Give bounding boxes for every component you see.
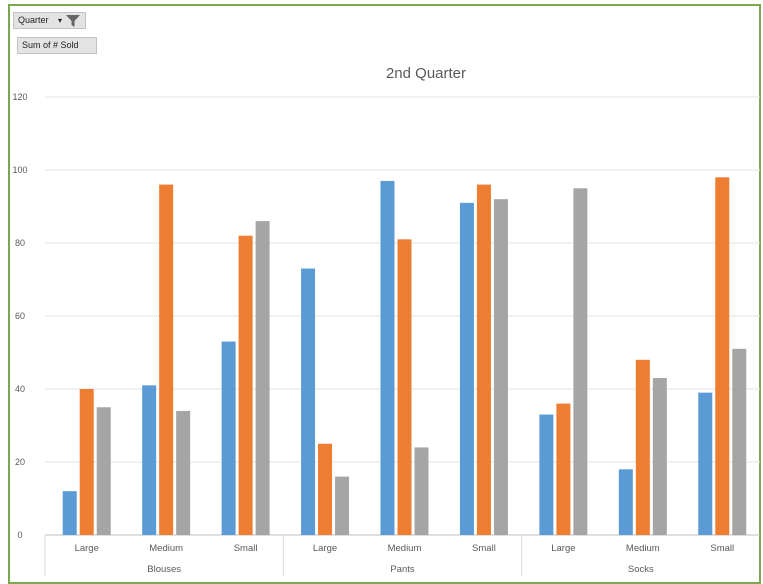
bar-blouses-small-s1[interactable] xyxy=(221,341,236,535)
bar-socks-medium-s3[interactable] xyxy=(652,378,667,535)
bar-pants-small-s2[interactable] xyxy=(476,184,491,535)
category-label: Medium xyxy=(626,543,660,554)
filter-icon xyxy=(66,15,80,27)
value-field-label: Sum of # Sold xyxy=(22,40,79,50)
group-label: Pants xyxy=(390,564,415,575)
bar-socks-medium-s2[interactable] xyxy=(635,359,650,535)
bar-pants-small-s3[interactable] xyxy=(493,199,508,535)
bar-pants-small-s1[interactable] xyxy=(459,202,474,535)
category-label: Medium xyxy=(388,543,422,554)
bar-socks-medium-s1[interactable] xyxy=(618,469,633,535)
bar-blouses-small-s2[interactable] xyxy=(238,235,253,535)
bar-pants-large-s3[interactable] xyxy=(335,476,350,535)
category-label: Small xyxy=(472,543,496,554)
y-tick-label: 120 xyxy=(12,92,27,102)
value-field-button[interactable]: Sum of # Sold xyxy=(17,37,97,54)
bar-socks-large-s2[interactable] xyxy=(556,403,571,535)
category-label: Large xyxy=(551,543,575,554)
bar-socks-large-s3[interactable] xyxy=(573,188,588,535)
bar-blouses-large-s2[interactable] xyxy=(79,389,94,535)
bar-pants-medium-s3[interactable] xyxy=(414,447,429,535)
bar-pants-medium-s2[interactable] xyxy=(397,239,412,535)
y-tick-label: 20 xyxy=(15,457,25,467)
y-tick-label: 40 xyxy=(15,384,25,394)
category-label: Medium xyxy=(149,543,183,554)
y-tick-label: 100 xyxy=(12,165,27,175)
bar-blouses-large-s1[interactable] xyxy=(62,491,77,535)
bar-pants-large-s1[interactable] xyxy=(301,268,316,535)
y-tick-label: 80 xyxy=(15,238,25,248)
bar-socks-large-s1[interactable] xyxy=(539,414,554,535)
bar-blouses-medium-s1[interactable] xyxy=(142,385,157,535)
dropdown-arrow-icon: ▾ xyxy=(58,16,63,25)
chart-title: 2nd Quarter xyxy=(386,65,466,82)
bar-socks-small-s1[interactable] xyxy=(698,392,713,535)
group-label: Blouses xyxy=(147,564,181,575)
bar-blouses-small-s3[interactable] xyxy=(255,221,270,535)
category-label: Large xyxy=(75,543,99,554)
group-label: Socks xyxy=(628,564,654,575)
bar-socks-small-s2[interactable] xyxy=(715,177,730,536)
category-label: Large xyxy=(313,543,337,554)
y-tick-label: 0 xyxy=(17,530,22,540)
filter-field-label: Quarter xyxy=(18,15,49,25)
category-label: Small xyxy=(234,543,258,554)
bar-blouses-medium-s3[interactable] xyxy=(176,410,191,535)
bar-blouses-large-s3[interactable] xyxy=(96,407,111,535)
bar-pants-medium-s1[interactable] xyxy=(380,180,395,535)
bar-blouses-medium-s2[interactable] xyxy=(159,184,174,535)
category-label: Small xyxy=(710,543,734,554)
y-tick-label: 60 xyxy=(15,311,25,321)
quarter-filter-button[interactable]: Quarter ▾ xyxy=(13,12,86,29)
bar-socks-small-s3[interactable] xyxy=(732,348,747,535)
bar-pants-large-s2[interactable] xyxy=(318,443,333,535)
